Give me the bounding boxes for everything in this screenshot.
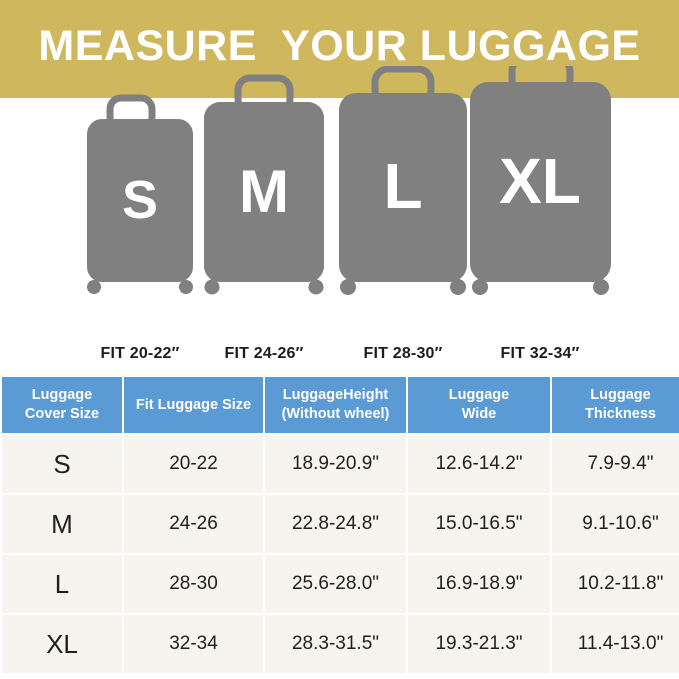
- cell-fit: 32-34: [124, 615, 263, 673]
- page-banner: MEASURE YOUR LUGGAGE: [0, 0, 679, 98]
- svg-text:XL: XL: [499, 145, 581, 217]
- col-header-cover-size: Luggage Cover Size: [2, 377, 122, 433]
- fit-label-s: FIT 20-22″: [100, 345, 180, 362]
- luggage-case-l: L FIT 28-30″: [327, 66, 479, 375]
- cell-height: 28.3-31.5": [265, 615, 406, 673]
- cell-size: XL: [2, 615, 122, 673]
- cell-size: M: [2, 495, 122, 553]
- cell-fit: 28-30: [124, 555, 263, 613]
- cell-wide: 15.0-16.5": [408, 495, 550, 553]
- cell-thickness: 7.9-9.4": [552, 435, 679, 493]
- cell-size: L: [2, 555, 122, 613]
- fit-label-l: FIT 28-30″: [363, 345, 443, 362]
- cell-fit: 24-26: [124, 495, 263, 553]
- table-row: S 20-22 18.9-20.9" 12.6-14.2" 7.9-9.4": [2, 435, 679, 493]
- col-header-wide: Luggage Wide: [408, 377, 550, 433]
- col-header-thickness: Luggage Thickness: [552, 377, 679, 433]
- cell-thickness: 11.4-13.0": [552, 615, 679, 673]
- luggage-case-m: M FIT 24-26″: [192, 74, 336, 375]
- cell-size: S: [2, 435, 122, 493]
- luggage-case-s: S FIT 20-22″: [76, 94, 204, 375]
- cell-thickness: 9.1-10.6": [552, 495, 679, 553]
- cell-fit: 20-22: [124, 435, 263, 493]
- table-row: XL 32-34 28.3-31.5" 19.3-21.3" 11.4-13.0…: [2, 615, 679, 673]
- svg-text:M: M: [239, 158, 289, 225]
- col-header-fit-size: Fit Luggage Size: [124, 377, 263, 433]
- fit-label-m: FIT 24-26″: [224, 345, 304, 362]
- cell-wide: 16.9-18.9": [408, 555, 550, 613]
- table-row: L 28-30 25.6-28.0" 16.9-18.9" 10.2-11.8": [2, 555, 679, 613]
- suitcase-m-icon: M: [204, 74, 324, 295]
- cell-height: 22.8-24.8": [265, 495, 406, 553]
- svg-text:L: L: [383, 150, 422, 222]
- table-row: M 24-26 22.8-24.8" 15.0-16.5" 9.1-10.6": [2, 495, 679, 553]
- table-header-row: Luggage Cover Size Fit Luggage Size Lugg…: [2, 377, 679, 433]
- suitcase-s-icon: S: [87, 94, 193, 294]
- cell-wide: 19.3-21.3": [408, 615, 550, 673]
- suitcase-l-icon: L: [339, 66, 467, 295]
- luggage-size-table: Luggage Cover Size Fit Luggage Size Lugg…: [0, 375, 679, 675]
- luggage-illustration: S FIT 20-22″ M FIT 24-26″ L FIT 28-30″: [0, 66, 679, 375]
- col-header-height: LuggageHeight (Without wheel): [265, 377, 406, 433]
- cell-thickness: 10.2-11.8": [552, 555, 679, 613]
- fit-label-xl: FIT 32-34″: [500, 345, 580, 362]
- cell-height: 18.9-20.9": [265, 435, 406, 493]
- suitcase-xl-icon: XL: [470, 66, 611, 295]
- page-title: MEASURE YOUR LUGGAGE: [38, 21, 641, 70]
- luggage-case-xl: XL FIT 32-34″: [464, 66, 616, 375]
- cell-wide: 12.6-14.2": [408, 435, 550, 493]
- svg-text:S: S: [122, 170, 158, 230]
- cell-height: 25.6-28.0": [265, 555, 406, 613]
